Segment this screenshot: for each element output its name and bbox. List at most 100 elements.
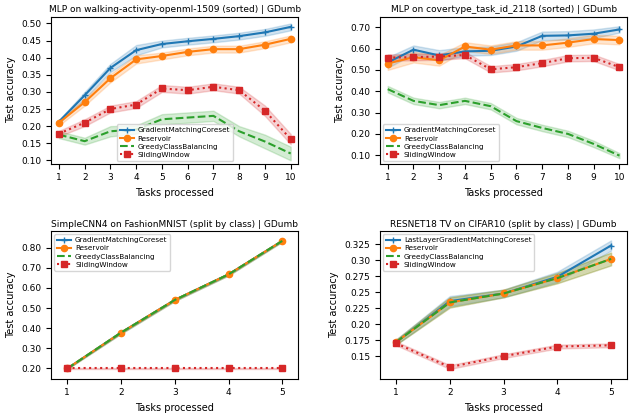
Reservoir bbox=[392, 339, 400, 344]
SlidingWindow bbox=[500, 354, 508, 359]
Reservoir bbox=[287, 36, 294, 41]
SlidingWindow bbox=[132, 102, 140, 107]
GreedyClassBalancing bbox=[538, 126, 546, 131]
GreedyClassBalancing bbox=[171, 297, 179, 302]
Title: MLP on walking-activity-openml-1509 (sorted) | GDumb: MLP on walking-activity-openml-1509 (sor… bbox=[49, 5, 301, 15]
Title: MLP on covertype_task_id_2118 (sorted) | GDumb: MLP on covertype_task_id_2118 (sorted) |… bbox=[390, 5, 617, 15]
X-axis label: Tasks processed: Tasks processed bbox=[136, 188, 214, 198]
SlidingWindow bbox=[225, 366, 232, 371]
Line: SlidingWindow: SlidingWindow bbox=[56, 84, 294, 142]
Line: GreedyClassBalancing: GreedyClassBalancing bbox=[67, 241, 282, 369]
SlidingWindow bbox=[55, 131, 63, 136]
Title: RESNET18 TV on CIFAR10 (split by class) | GDumb: RESNET18 TV on CIFAR10 (split by class) … bbox=[390, 220, 617, 229]
Reservoir bbox=[564, 40, 572, 45]
GreedyClassBalancing bbox=[209, 114, 217, 119]
LastLayerGradientMatchingCoreset bbox=[554, 275, 561, 280]
Line: SlidingWindow: SlidingWindow bbox=[385, 52, 623, 72]
Line: GradientMatchingCoreset: GradientMatchingCoreset bbox=[56, 24, 294, 125]
Line: GradientMatchingCoreset: GradientMatchingCoreset bbox=[64, 238, 285, 371]
Reservoir bbox=[132, 57, 140, 62]
GreedyClassBalancing bbox=[184, 115, 191, 120]
SlidingWindow bbox=[554, 344, 561, 349]
GreedyClassBalancing bbox=[225, 272, 232, 277]
Title: SimpleCNN4 on FashionMNIST (split by class) | GDumb: SimpleCNN4 on FashionMNIST (split by cla… bbox=[51, 220, 298, 229]
GradientMatchingCoreset bbox=[132, 48, 140, 53]
SlidingWindow bbox=[446, 364, 454, 369]
GradientMatchingCoreset bbox=[435, 53, 443, 58]
GreedyClassBalancing bbox=[261, 139, 269, 144]
GradientMatchingCoreset bbox=[81, 93, 88, 98]
Line: GreedyClassBalancing: GreedyClassBalancing bbox=[59, 116, 291, 154]
GreedyClassBalancing bbox=[461, 98, 469, 103]
Legend: GradientMatchingCoreset, Reservoir, GreedyClassBalancing, SlidingWindow: GradientMatchingCoreset, Reservoir, Gree… bbox=[383, 124, 499, 161]
GradientMatchingCoreset bbox=[590, 31, 598, 36]
GradientMatchingCoreset bbox=[158, 42, 166, 47]
Reservoir bbox=[278, 238, 286, 243]
GradientMatchingCoreset bbox=[209, 36, 217, 41]
SlidingWindow bbox=[81, 120, 88, 125]
SlidingWindow bbox=[513, 64, 520, 69]
LastLayerGradientMatchingCoreset bbox=[392, 339, 400, 344]
Line: Reservoir: Reservoir bbox=[64, 238, 285, 371]
SlidingWindow bbox=[487, 67, 495, 72]
GradientMatchingCoreset bbox=[538, 33, 546, 38]
SlidingWindow bbox=[410, 54, 417, 59]
GreedyClassBalancing bbox=[392, 339, 400, 344]
SlidingWindow bbox=[616, 64, 623, 69]
GradientMatchingCoreset bbox=[513, 44, 520, 49]
SlidingWindow bbox=[171, 366, 179, 371]
SlidingWindow bbox=[435, 54, 443, 59]
Reservoir bbox=[607, 256, 615, 261]
GreedyClassBalancing bbox=[487, 104, 495, 109]
GradientMatchingCoreset bbox=[278, 238, 286, 243]
GreedyClassBalancing bbox=[55, 132, 63, 137]
Reservoir bbox=[384, 61, 392, 66]
Reservoir bbox=[446, 300, 454, 305]
SlidingWindow bbox=[590, 55, 598, 60]
Reservoir bbox=[55, 120, 63, 125]
Y-axis label: Test accuracy: Test accuracy bbox=[6, 57, 16, 124]
Reservoir bbox=[513, 43, 520, 48]
GreedyClassBalancing bbox=[384, 87, 392, 92]
Reservoir bbox=[107, 76, 115, 81]
Reservoir bbox=[500, 291, 508, 296]
SlidingWindow bbox=[461, 52, 469, 57]
Reservoir bbox=[461, 44, 469, 49]
GreedyClassBalancing bbox=[616, 153, 623, 158]
SlidingWindow bbox=[261, 108, 269, 113]
Line: Reservoir: Reservoir bbox=[385, 36, 623, 67]
SlidingWindow bbox=[117, 366, 125, 371]
GreedyClassBalancing bbox=[287, 151, 294, 156]
Line: GreedyClassBalancing: GreedyClassBalancing bbox=[388, 89, 620, 156]
GradientMatchingCoreset bbox=[487, 48, 495, 53]
Line: GreedyClassBalancing: GreedyClassBalancing bbox=[396, 259, 611, 342]
SlidingWindow bbox=[287, 136, 294, 141]
GreedyClassBalancing bbox=[117, 330, 125, 335]
GradientMatchingCoreset bbox=[564, 33, 572, 38]
GradientMatchingCoreset bbox=[171, 297, 179, 302]
SlidingWindow bbox=[184, 88, 191, 93]
GradientMatchingCoreset bbox=[261, 30, 269, 35]
SlidingWindow bbox=[384, 55, 392, 60]
Line: LastLayerGradientMatchingCoreset: LastLayerGradientMatchingCoreset bbox=[393, 243, 614, 345]
Reservoir bbox=[554, 276, 561, 281]
GreedyClassBalancing bbox=[158, 117, 166, 122]
Reservoir bbox=[225, 272, 232, 277]
GreedyClassBalancing bbox=[590, 141, 598, 146]
GreedyClassBalancing bbox=[410, 98, 417, 103]
GradientMatchingCoreset bbox=[184, 39, 191, 44]
LastLayerGradientMatchingCoreset bbox=[607, 243, 615, 248]
LastLayerGradientMatchingCoreset bbox=[500, 291, 508, 296]
GradientMatchingCoreset bbox=[616, 27, 623, 32]
Line: SlidingWindow: SlidingWindow bbox=[393, 340, 614, 370]
Legend: LastLayerGradientMatchingCoreset, Reservoir, GreedyClassBalancing, SlidingWindow: LastLayerGradientMatchingCoreset, Reserv… bbox=[383, 234, 534, 271]
GradientMatchingCoreset bbox=[107, 65, 115, 70]
GradientMatchingCoreset bbox=[287, 25, 294, 30]
GreedyClassBalancing bbox=[554, 276, 561, 281]
GradientMatchingCoreset bbox=[236, 34, 243, 39]
X-axis label: Tasks processed: Tasks processed bbox=[464, 403, 543, 413]
Reservoir bbox=[209, 47, 217, 52]
Line: Reservoir: Reservoir bbox=[393, 256, 614, 345]
Reservoir bbox=[184, 50, 191, 54]
Reservoir bbox=[171, 297, 179, 302]
